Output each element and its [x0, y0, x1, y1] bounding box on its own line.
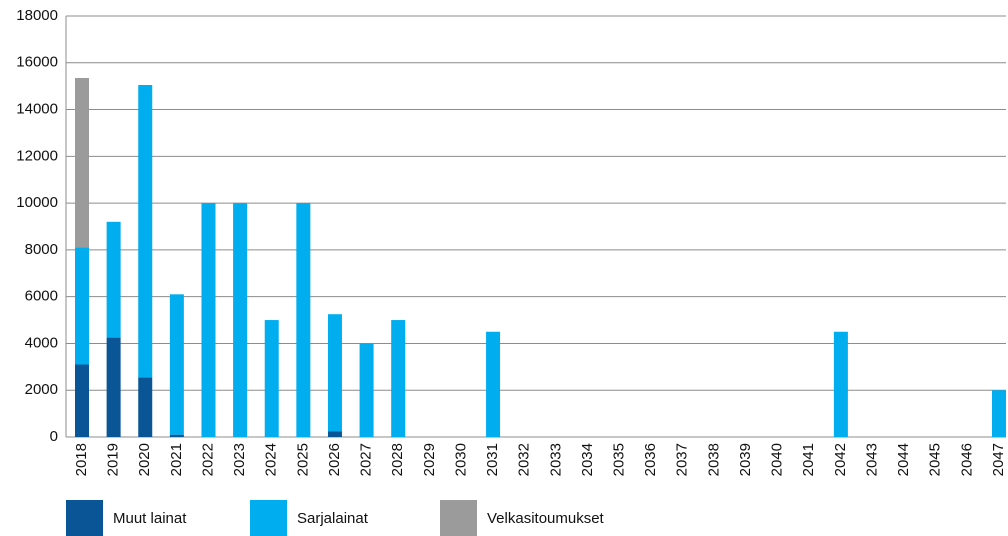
- x-tick-label: 2023: [231, 443, 248, 476]
- x-tick-label: 2026: [326, 443, 343, 476]
- bar-segment: [106, 337, 121, 437]
- x-tick-label: 2039: [737, 443, 754, 476]
- legend-swatch: [440, 500, 477, 536]
- bar-segment: [201, 203, 216, 437]
- y-tick-label: 6000: [25, 288, 58, 305]
- y-tick-label: 18000: [16, 7, 58, 24]
- bar-segment: [138, 377, 153, 437]
- bar-segment: [264, 320, 279, 437]
- x-tick-label: 2022: [199, 443, 216, 476]
- bar-segment: [327, 314, 342, 432]
- x-tick-label: 2030: [452, 443, 469, 476]
- x-tick-label: 2024: [263, 443, 280, 476]
- y-tick-label: 16000: [16, 54, 58, 71]
- x-tick-label: 2042: [832, 443, 849, 476]
- x-tick-label: 2040: [769, 443, 786, 476]
- y-tick-label: 10000: [16, 194, 58, 211]
- x-tick-label: 2029: [421, 443, 438, 476]
- x-tick-label: 2025: [294, 443, 311, 476]
- x-tick-label: 2019: [105, 443, 122, 476]
- legend-label: Sarjalainat: [297, 510, 369, 527]
- bar-segment: [138, 84, 153, 378]
- x-tick-label: 2032: [516, 443, 533, 476]
- x-tick-label: 2034: [579, 443, 596, 476]
- x-tick-label: 2021: [168, 443, 185, 476]
- y-tick-label: 8000: [25, 241, 58, 258]
- x-tick-label: 2027: [358, 443, 375, 476]
- bar-segment: [296, 203, 311, 437]
- legend-label: Velkasitoumukset: [487, 510, 605, 527]
- bar-segment: [169, 434, 184, 437]
- x-tick-label: 2046: [958, 443, 975, 476]
- x-tick-label: 2033: [547, 443, 564, 476]
- x-tick-label: 2044: [895, 443, 912, 476]
- bar-segment: [169, 294, 184, 435]
- x-tick-label: 2047: [990, 443, 1007, 476]
- x-tick-label: 2043: [863, 443, 880, 476]
- x-tick-label: 2035: [611, 443, 628, 476]
- y-tick-label: 14000: [16, 101, 58, 118]
- bar-segment: [75, 247, 89, 365]
- legend-swatch: [250, 500, 287, 536]
- bar-segment: [233, 203, 248, 437]
- x-tick-label: 2045: [927, 443, 944, 476]
- x-tick-label: 2037: [674, 443, 691, 476]
- x-tick-label: 2038: [705, 443, 722, 476]
- x-tick-label: 2036: [642, 443, 659, 476]
- y-tick-label: 4000: [25, 334, 58, 351]
- bar-segment: [75, 364, 89, 437]
- bar-segment: [391, 320, 406, 437]
- y-tick-label: 2000: [25, 381, 58, 398]
- bar-segment: [327, 431, 342, 437]
- x-tick-label: 2020: [136, 443, 153, 476]
- x-tick-label: 2018: [73, 443, 90, 476]
- x-tick-label: 2028: [389, 443, 406, 476]
- bar-segment: [991, 390, 1006, 437]
- legend-swatch: [66, 500, 103, 536]
- x-tick-label: 2031: [484, 443, 501, 476]
- bar-segment: [486, 331, 501, 437]
- bar-segment: [359, 343, 374, 437]
- x-tick-label: 2041: [800, 443, 817, 476]
- bar-segment: [75, 77, 89, 248]
- y-tick-label: 12000: [16, 147, 58, 164]
- bar-segment: [106, 221, 121, 338]
- bar-segment: [833, 331, 848, 437]
- y-tick-label: 0: [50, 428, 58, 445]
- legend-label: Muut lainat: [113, 510, 187, 527]
